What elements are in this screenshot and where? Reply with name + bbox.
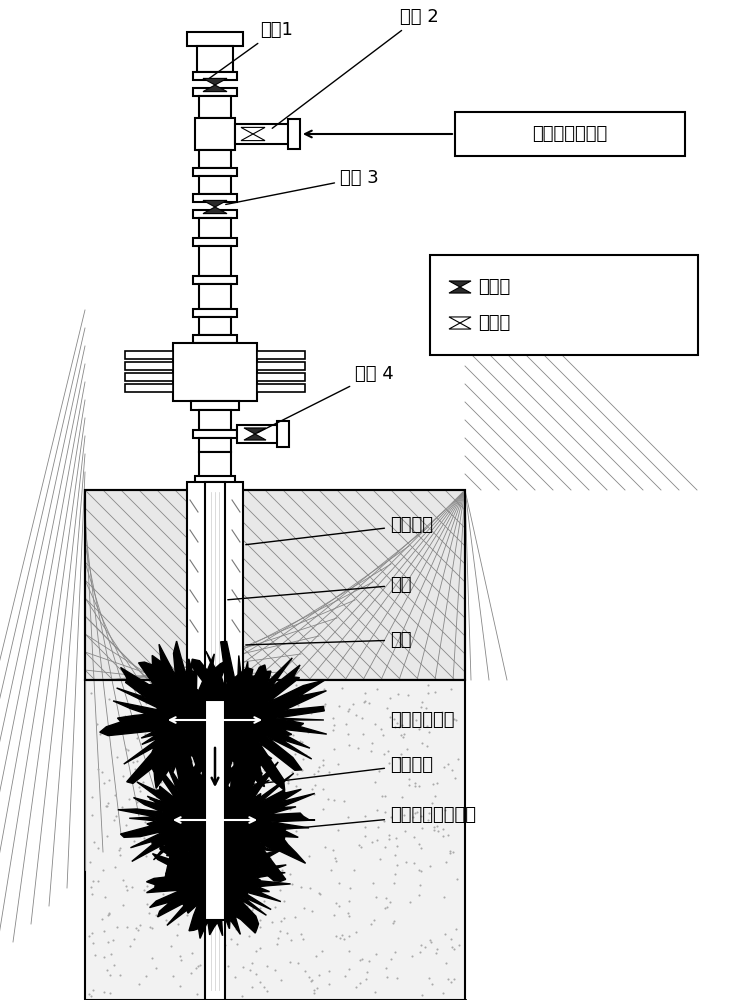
Bar — [199, 150, 231, 168]
Bar — [205, 700, 225, 920]
Bar — [430, 255, 698, 355]
Text: 油管: 油管 — [228, 576, 412, 600]
Bar — [85, 490, 465, 680]
Bar — [125, 384, 173, 392]
Bar — [193, 430, 237, 438]
Polygon shape — [203, 200, 227, 207]
Polygon shape — [241, 134, 265, 141]
Bar — [197, 46, 233, 72]
Bar — [85, 680, 465, 1000]
Polygon shape — [449, 287, 471, 293]
Text: 阀门 4: 阀门 4 — [258, 365, 393, 433]
Polygon shape — [118, 747, 280, 892]
Polygon shape — [150, 750, 315, 888]
Polygon shape — [244, 428, 266, 434]
Bar — [288, 119, 300, 149]
Bar — [193, 276, 237, 284]
Text: 阀门 3: 阀门 3 — [226, 169, 379, 204]
Bar — [199, 452, 231, 480]
Polygon shape — [203, 85, 227, 92]
Text: 压裂裂缝: 压裂裂缝 — [251, 756, 433, 785]
Bar — [193, 168, 237, 176]
Bar — [199, 96, 231, 118]
Bar — [187, 32, 243, 46]
Text: 二氧化碳注入区域: 二氧化碳注入区域 — [280, 806, 476, 830]
Bar — [235, 124, 290, 144]
Polygon shape — [203, 207, 227, 214]
Text: 阀门开: 阀门开 — [478, 314, 510, 332]
Bar — [193, 238, 237, 246]
Bar — [193, 335, 237, 343]
Bar — [455, 112, 685, 156]
Bar — [257, 373, 305, 381]
Text: 二氧化碳增压泵: 二氧化碳增压泵 — [532, 125, 607, 143]
Polygon shape — [147, 642, 327, 799]
Polygon shape — [244, 434, 266, 440]
Bar — [125, 362, 173, 370]
Bar — [193, 309, 237, 317]
Bar — [257, 362, 305, 370]
Bar — [199, 410, 231, 430]
Bar — [195, 476, 235, 484]
Text: 高压二氧化碳: 高压二氧化碳 — [390, 711, 455, 729]
Bar — [193, 88, 237, 96]
Text: 阀门 2: 阀门 2 — [272, 8, 439, 128]
Bar — [199, 317, 231, 335]
Polygon shape — [449, 281, 471, 287]
Polygon shape — [449, 317, 471, 323]
Polygon shape — [203, 78, 227, 85]
Text: 阀门关: 阀门关 — [478, 278, 510, 296]
Text: 套管: 套管 — [246, 631, 412, 649]
Polygon shape — [100, 641, 272, 790]
Bar — [125, 351, 173, 359]
Bar — [187, 482, 243, 740]
Bar — [199, 218, 231, 238]
Bar — [173, 343, 257, 401]
Bar — [195, 118, 235, 150]
Polygon shape — [449, 323, 471, 329]
Bar — [193, 72, 237, 80]
Bar — [237, 425, 279, 443]
Bar — [277, 421, 289, 447]
Bar — [125, 373, 173, 381]
Text: 水泥返高: 水泥返高 — [246, 516, 433, 545]
Bar — [199, 176, 231, 194]
Bar — [193, 194, 237, 202]
Bar — [199, 284, 231, 309]
Bar — [257, 351, 305, 359]
Bar — [193, 210, 237, 218]
Bar — [85, 490, 465, 680]
Bar — [199, 246, 231, 276]
Bar — [205, 482, 225, 1000]
Polygon shape — [147, 820, 291, 938]
Bar — [257, 384, 305, 392]
Polygon shape — [241, 127, 265, 134]
Bar — [191, 401, 239, 410]
Bar — [199, 438, 231, 452]
Text: 阀门1: 阀门1 — [210, 21, 293, 78]
